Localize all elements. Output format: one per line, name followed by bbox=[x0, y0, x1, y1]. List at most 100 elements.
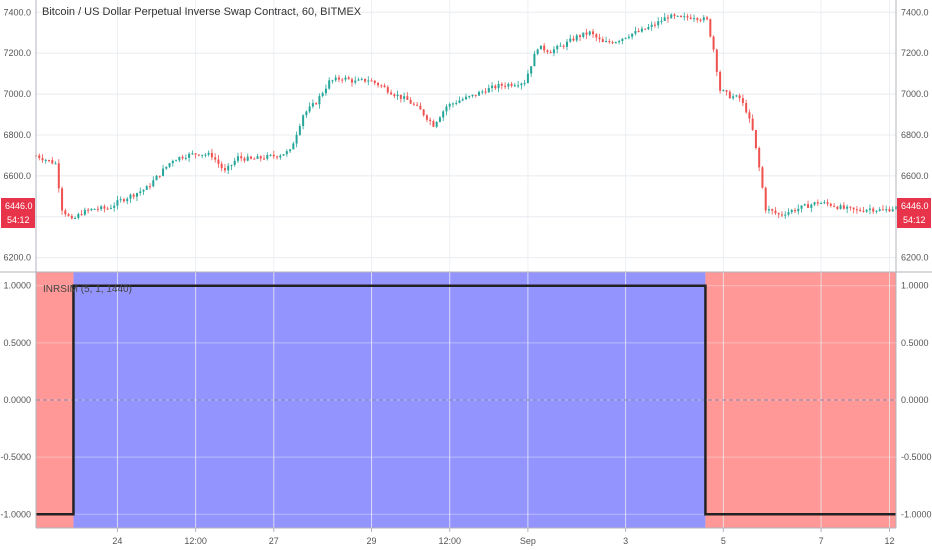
x-tick-label: 12 bbox=[884, 536, 894, 546]
candle-body bbox=[474, 94, 477, 96]
candle-body bbox=[347, 77, 350, 80]
candle-body bbox=[318, 96, 321, 105]
x-tick-label: 27 bbox=[269, 536, 279, 546]
candle-body bbox=[683, 16, 686, 18]
x-tick-label: 12:00 bbox=[438, 536, 461, 546]
candle-body bbox=[93, 208, 96, 210]
candle-body bbox=[829, 203, 832, 206]
x-tick-label: 5 bbox=[721, 536, 726, 546]
candle-body bbox=[543, 45, 546, 51]
candle-body bbox=[354, 80, 357, 83]
candle-body bbox=[526, 73, 529, 84]
candle-body bbox=[246, 156, 249, 161]
candle-body bbox=[279, 155, 282, 158]
candle-body bbox=[308, 106, 311, 112]
candle-body bbox=[409, 99, 412, 104]
candle-body bbox=[872, 208, 875, 212]
candle-body bbox=[484, 91, 487, 93]
price-tag-left-countdown: 54:12 bbox=[7, 215, 30, 225]
price-tick-label-left: 6800.0 bbox=[3, 130, 31, 140]
candle-body bbox=[337, 77, 340, 80]
candle-body bbox=[230, 164, 233, 166]
candle-body bbox=[494, 85, 497, 89]
candle-body bbox=[875, 210, 878, 212]
candle-body bbox=[888, 209, 891, 212]
candle-body bbox=[233, 160, 236, 165]
candle-body bbox=[670, 14, 673, 19]
candle-body bbox=[774, 210, 777, 214]
candle-body bbox=[373, 80, 376, 84]
signal-line-layer bbox=[36, 284, 896, 516]
candle-body bbox=[780, 214, 783, 216]
candle-body bbox=[797, 208, 800, 212]
candle-body bbox=[197, 154, 200, 156]
candle-body bbox=[135, 193, 138, 197]
candle-body bbox=[396, 94, 399, 97]
candle-body bbox=[696, 18, 699, 20]
candle-body bbox=[51, 160, 54, 164]
candle-body bbox=[240, 156, 243, 159]
candle-body bbox=[807, 204, 810, 208]
candle-body bbox=[891, 209, 894, 212]
candle-body bbox=[285, 151, 288, 155]
candle-body bbox=[324, 88, 327, 94]
indicator-tick-label-right: 0.0000 bbox=[901, 395, 929, 405]
candle-body bbox=[442, 111, 445, 118]
candle-body bbox=[491, 85, 494, 88]
candle-body bbox=[735, 95, 738, 97]
candle-body bbox=[790, 210, 793, 213]
candle-body bbox=[243, 158, 246, 161]
candle-body bbox=[592, 31, 595, 35]
candle-body bbox=[445, 106, 448, 112]
candle-body bbox=[634, 31, 637, 34]
price-tick-label-right: 7000.0 bbox=[901, 89, 929, 99]
price-tick-label-right: 6800.0 bbox=[901, 130, 929, 140]
candle-body bbox=[207, 152, 210, 155]
candle-body bbox=[403, 96, 406, 99]
x-tick-label: 12:00 bbox=[184, 536, 207, 546]
candle-body bbox=[748, 112, 751, 119]
candle-body bbox=[139, 191, 142, 194]
candle-body bbox=[579, 35, 582, 38]
candle-body bbox=[132, 194, 135, 197]
candle-body bbox=[754, 130, 757, 149]
candle-body bbox=[637, 31, 640, 33]
candle-body bbox=[256, 156, 259, 159]
candle-body bbox=[699, 19, 702, 21]
candle-body bbox=[614, 42, 617, 44]
candle-body bbox=[380, 85, 383, 87]
candle-body bbox=[41, 158, 44, 161]
candle-body bbox=[751, 118, 754, 131]
candle-body bbox=[178, 156, 181, 161]
price-tag-left-bg bbox=[1, 198, 35, 228]
candle-body bbox=[142, 189, 145, 192]
price-tag-right-bg bbox=[897, 198, 931, 228]
candle-body bbox=[852, 207, 855, 210]
candle-body bbox=[416, 104, 419, 106]
candle-body bbox=[269, 154, 272, 156]
candle-body bbox=[510, 83, 513, 86]
candle-body bbox=[263, 158, 266, 160]
candle-body bbox=[771, 209, 774, 211]
candle-body bbox=[80, 214, 83, 216]
candle-body bbox=[657, 21, 660, 26]
candle-body bbox=[435, 121, 438, 127]
candle-body bbox=[676, 15, 679, 17]
candle-body bbox=[631, 33, 634, 37]
candle-body bbox=[709, 19, 712, 37]
candle-body bbox=[214, 157, 217, 160]
candles-layer bbox=[34, 12, 898, 220]
candle-body bbox=[367, 80, 370, 82]
indicator-tick-label-left: -0.5000 bbox=[0, 452, 31, 462]
candle-body bbox=[826, 202, 829, 204]
candle-body bbox=[328, 80, 331, 89]
candle-body bbox=[57, 163, 60, 189]
candle-body bbox=[422, 109, 425, 116]
candle-body bbox=[839, 205, 842, 209]
candle-body bbox=[158, 175, 161, 177]
price-tick-label-right: 7200.0 bbox=[901, 48, 929, 58]
candle-body bbox=[334, 77, 337, 81]
candle-body bbox=[618, 41, 621, 43]
candle-body bbox=[582, 32, 585, 38]
indicator-tick-label-right: 0.5000 bbox=[901, 338, 929, 348]
